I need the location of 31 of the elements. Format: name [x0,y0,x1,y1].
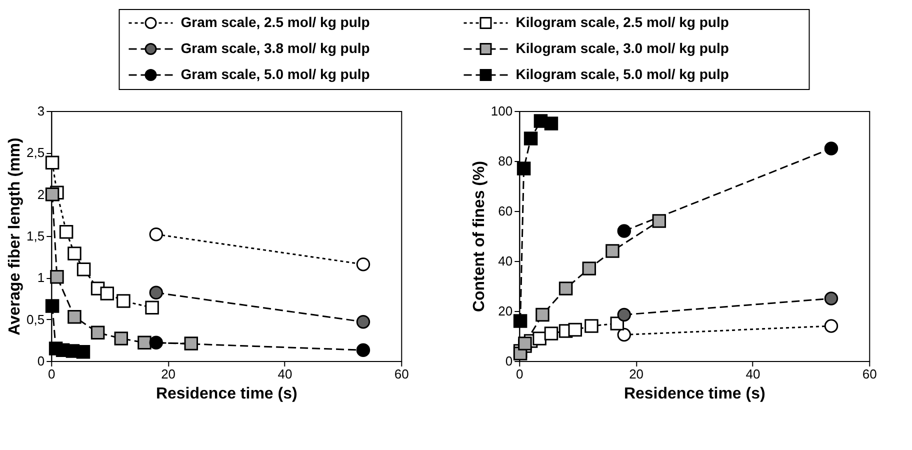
y-tick-label: 1 [37,270,45,286]
x-tick-label: 60 [394,366,409,382]
legend-label: Gram scale, 2.5 mol/ kg pulp [180,14,370,30]
y-tick-label: 3 [37,104,45,118]
y-tick-label: 0 [505,354,513,368]
x-tick-label: 20 [161,366,176,382]
legend-label: Kilogram scale, 3.0 mol/ kg pulp [516,40,729,56]
y-tick-label: 0,5 [26,312,45,327]
x-axis-title: Residence time (s) [624,386,766,402]
legend-label: Gram scale, 5.0 mol/ kg pulp [180,66,370,82]
x-tick-label: 0 [48,366,56,382]
legend-label: Kilogram scale, 5.0 mol/ kg pulp [516,66,729,82]
legend-label: Gram scale, 3.8 mol/ kg pulp [180,40,370,56]
y-tick-label: 80 [498,154,513,168]
y-tick-label: 2,5 [26,145,45,160]
y-tick-label: 60 [498,204,513,218]
x-tick-label: 40 [746,366,760,382]
y-axis-title: Content of fines (%) [470,160,488,312]
x-tick-label: 60 [862,366,877,382]
y-tick-label: 1,5 [26,228,45,244]
y-tick-label: 20 [498,304,513,318]
x-tick-label: 20 [629,366,644,382]
y-tick-label: 40 [498,254,513,268]
y-tick-label: 0 [37,354,45,368]
y-axis-title: Average fiber length (mm) [6,138,24,336]
legend-label: Kilogram scale, 2.5 mol/ kg pulp [516,14,729,30]
x-axis-title: Residence time (s) [156,386,298,402]
x-tick-label: 40 [278,366,292,382]
y-tick-label: 2 [37,186,45,202]
y-tick-label: 100 [490,104,513,118]
x-tick-label: 0 [516,366,524,382]
